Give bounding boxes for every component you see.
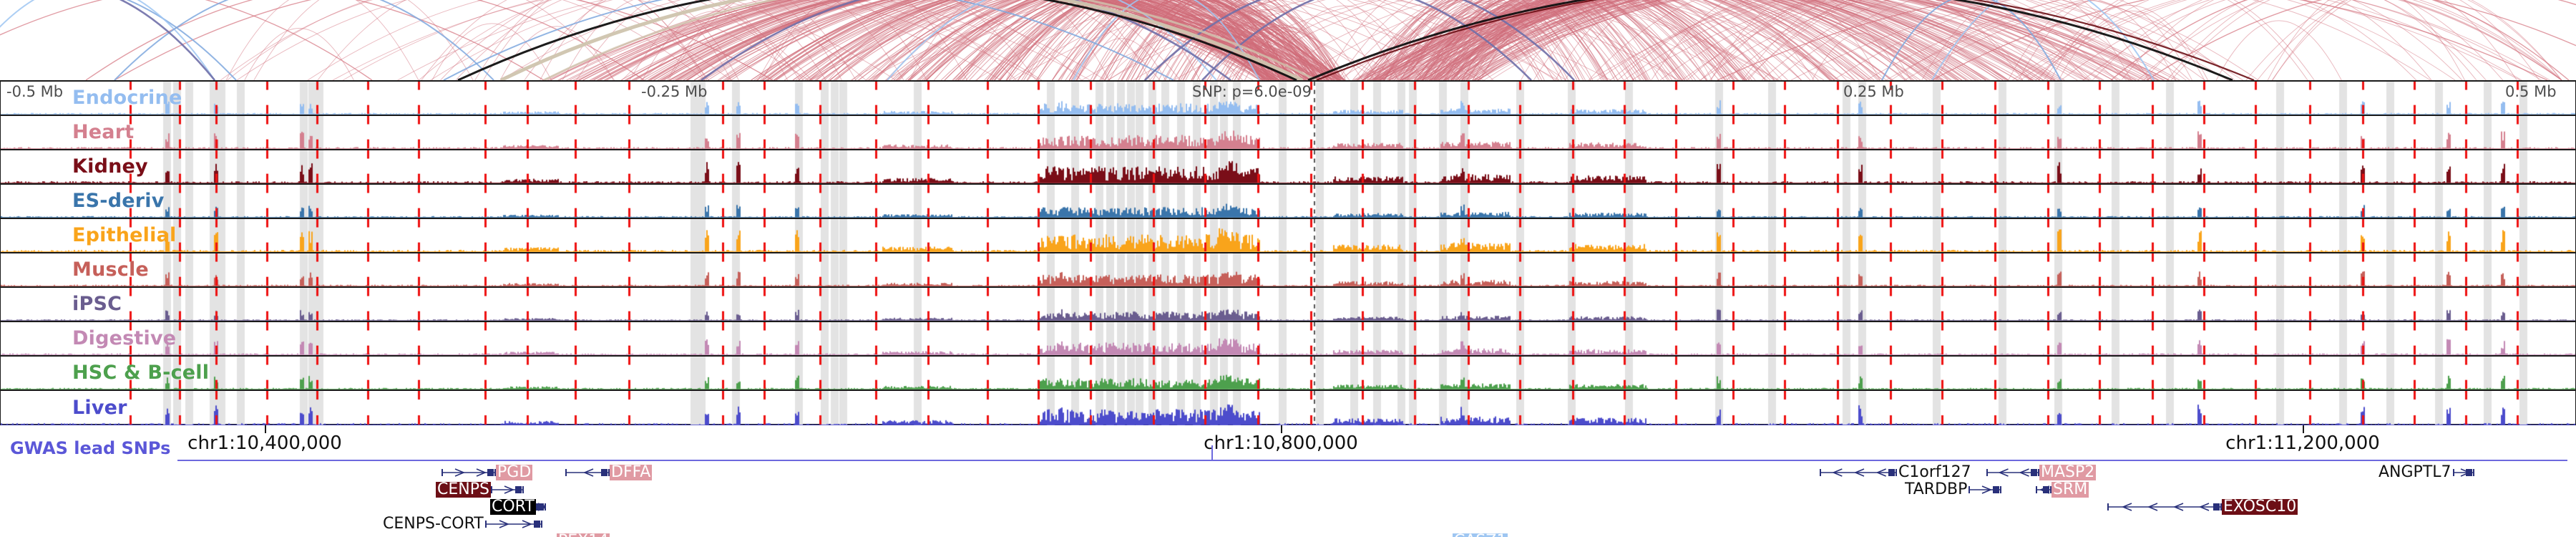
chromatin-arc-panel <box>0 0 2576 80</box>
gwas-lead-snp-riser <box>1211 445 1213 461</box>
track-signal-canvas <box>1 150 2575 183</box>
track-signal-canvas <box>1 357 2575 390</box>
track-row-es-deriv[interactable]: ES-deriv <box>1 185 2575 219</box>
gene-body-model[interactable] <box>535 499 546 515</box>
track-signal-canvas <box>1 219 2575 252</box>
gene-label[interactable]: C1orf127 <box>1898 463 1971 481</box>
gene-item[interactable]: CORT <box>490 498 546 516</box>
track-row-ipsc[interactable]: iPSC <box>1 288 2575 322</box>
gene-item[interactable]: PGD <box>441 463 533 481</box>
track-row-hsc-b-cell[interactable]: HSC & B-cell <box>1 357 2575 391</box>
gene-label[interactable]: TARDBP <box>1905 480 1968 498</box>
gene-label[interactable]: CASZ1 <box>1453 533 1508 537</box>
track-signal-canvas <box>1 322 2575 355</box>
ruler-coordinate-label: chr1:10,400,000 <box>187 432 342 454</box>
ruler-tick <box>265 425 266 433</box>
gene-row: PGD DFFA C1orf127 MASP2 ANGPTL7 <box>0 464 2576 481</box>
gene-item[interactable]: CENPS-CORT <box>381 516 542 533</box>
gene-label[interactable]: EXOSC10 <box>2222 498 2298 516</box>
gene-item[interactable]: SRM <box>2036 481 2089 498</box>
gene-row: CENPS-CORT <box>0 516 2576 533</box>
gwas-lead-snps-label: GWAS lead SNPs <box>10 438 171 458</box>
gene-row: CORT EXOSC10 <box>0 498 2576 516</box>
track-signal-canvas <box>1 288 2575 321</box>
gene-item[interactable]: PEX14 <box>557 533 1025 537</box>
gene-item[interactable]: C1orf127 <box>1820 464 1973 481</box>
gene-item[interactable]: ANGPTL7 <box>2377 464 2474 481</box>
gwas-lead-snp-line <box>177 460 2567 461</box>
signal-track-stack: Endocrine -0.5 Mb -0.25 Mb 0.25 Mb 0.5 Mb SNP… <box>0 80 2576 425</box>
gene-label[interactable]: DFFA <box>610 463 653 481</box>
gene-body-model[interactable] <box>565 465 610 480</box>
gene-body-model[interactable] <box>2036 482 2051 498</box>
gene-label[interactable]: SRM <box>2051 480 2089 498</box>
gene-label[interactable]: PEX14 <box>557 533 610 537</box>
gene-label[interactable]: ANGPTL7 <box>2379 463 2451 481</box>
track-signal-canvas <box>1 253 2575 286</box>
axis-tick-label: 0.5 Mb <box>2505 83 2557 100</box>
ruler-tick <box>2303 425 2304 433</box>
gene-annotation-panel: PGD DFFA C1orf127 MASP2 ANGPTL7 CENPS TARDBP SR… <box>0 464 2576 537</box>
gene-body-model[interactable] <box>1968 482 2002 498</box>
gene-body-model[interactable] <box>1820 465 1897 480</box>
gene-item[interactable]: TARDBP <box>1903 480 2002 498</box>
gene-label[interactable]: MASP2 <box>2039 463 2097 481</box>
ruler-coordinate-label: chr1:11,200,000 <box>2225 432 2380 454</box>
track-row-kidney[interactable]: Kidney <box>1 150 2575 185</box>
gene-body-model[interactable] <box>610 533 1025 537</box>
gene-row: CENPS TARDBP SRM <box>0 481 2576 498</box>
track-row-liver[interactable]: Liver <box>1 391 2575 425</box>
track-row-muscle[interactable]: Muscle <box>1 253 2575 288</box>
axis-tick-label: -0.5 Mb <box>6 83 64 100</box>
gene-item[interactable]: MASP2 <box>1986 463 2097 481</box>
gene-label[interactable]: PGD <box>496 463 533 481</box>
gene-body-model[interactable] <box>490 482 524 498</box>
ruler-tick <box>1281 425 1282 433</box>
track-row-epithelial[interactable]: Epithelial <box>1 219 2575 253</box>
ruler-coordinate-label: chr1:10,800,000 <box>1204 432 1358 454</box>
track-row-digestive[interactable]: Digestive <box>1 322 2575 357</box>
gene-body-model[interactable] <box>1023 533 1453 537</box>
track-row-endocrine[interactable]: Endocrine -0.5 Mb -0.25 Mb 0.25 Mb 0.5 Mb SNP… <box>1 82 2575 116</box>
gene-body-model[interactable] <box>2452 465 2474 480</box>
gene-label[interactable]: CORT <box>490 498 536 516</box>
gene-body-model[interactable] <box>484 516 542 532</box>
gene-item[interactable]: CENPS <box>436 481 524 498</box>
gene-item[interactable]: EXOSC10 <box>2107 498 2298 516</box>
axis-tick-label: -0.25 Mb <box>641 83 708 100</box>
gene-body-model[interactable] <box>2107 499 2222 515</box>
gene-body-model[interactable] <box>441 465 496 480</box>
axis-tick-label: 0.25 Mb <box>1843 83 1904 100</box>
gene-body-model[interactable] <box>1986 465 2039 480</box>
track-signal-canvas <box>1 391 2575 425</box>
gene-label[interactable]: CENPS <box>436 480 491 498</box>
arc-svg <box>0 0 2576 80</box>
gene-item[interactable]: CASZ1 <box>1023 533 1508 537</box>
gene-row: PEX14 CASZ1 <box>0 533 2576 537</box>
track-signal-canvas <box>1 82 2575 115</box>
track-signal-canvas <box>1 185 2575 218</box>
coordinate-ruler: chr1:10,400,000 chr1:10,800,000 chr1:11,20… <box>0 425 2576 457</box>
gene-item[interactable]: DFFA <box>565 463 653 481</box>
track-row-heart[interactable]: Heart <box>1 116 2575 150</box>
gene-label[interactable]: CENPS-CORT <box>383 515 484 533</box>
track-signal-canvas <box>1 116 2575 149</box>
snp-pvalue-callout: SNP: p=6.0e-09 <box>1192 83 1312 100</box>
